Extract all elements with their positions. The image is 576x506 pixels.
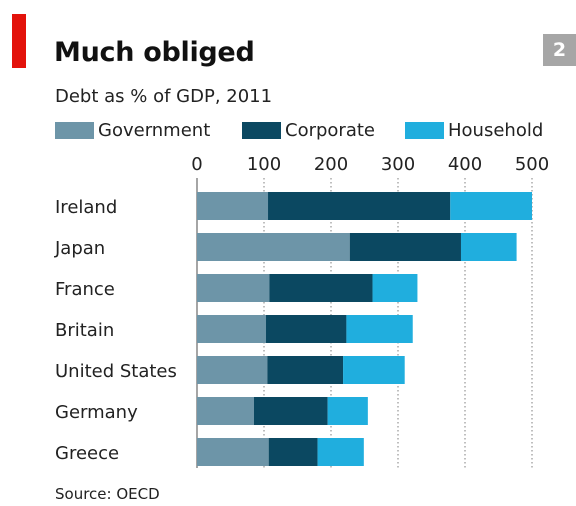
bar-government bbox=[197, 233, 350, 261]
x-tick-label: 100 bbox=[247, 154, 281, 175]
category-label: Greece bbox=[55, 443, 119, 464]
bar-government bbox=[197, 192, 269, 220]
x-tick-label: 0 bbox=[191, 154, 202, 175]
bar-household bbox=[460, 233, 517, 261]
source-note: Source: OECD bbox=[55, 485, 160, 503]
bar-household bbox=[450, 192, 532, 220]
bar-corporate bbox=[268, 192, 451, 220]
legend: Government Corporate Household bbox=[55, 117, 565, 143]
x-tick-label: 200 bbox=[314, 154, 348, 175]
legend-item-corporate: Corporate bbox=[242, 117, 375, 143]
legend-item-government: Government bbox=[55, 117, 210, 143]
bar-corporate bbox=[266, 315, 347, 343]
legend-label-corporate: Corporate bbox=[285, 119, 375, 141]
legend-swatch-government bbox=[55, 121, 94, 139]
legend-label-household: Household bbox=[448, 119, 544, 141]
bar-household bbox=[327, 397, 368, 425]
category-label: United States bbox=[55, 361, 177, 382]
bar-corporate bbox=[253, 397, 328, 425]
bar-corporate bbox=[349, 233, 461, 261]
x-tick-label: 500 bbox=[515, 154, 549, 175]
category-label: Britain bbox=[55, 320, 114, 341]
legend-item-household: Household bbox=[405, 117, 543, 143]
bar-household bbox=[372, 274, 418, 302]
bar-household bbox=[346, 315, 413, 343]
x-tick-label: 400 bbox=[448, 154, 482, 175]
bar-government bbox=[197, 356, 268, 384]
bar-household bbox=[317, 438, 364, 466]
chart-subtitle: Debt as % of GDP, 2011 bbox=[55, 86, 273, 107]
category-label: Germany bbox=[55, 402, 138, 423]
bar-government bbox=[197, 397, 254, 425]
bar-household bbox=[343, 356, 405, 384]
legend-label-government: Government bbox=[98, 119, 211, 141]
bar-corporate bbox=[268, 438, 318, 466]
legend-swatch-corporate bbox=[242, 121, 281, 139]
bar-corporate bbox=[269, 274, 373, 302]
red-accent-tag bbox=[12, 14, 26, 68]
x-tick-label: 300 bbox=[381, 154, 415, 175]
category-label: Ireland bbox=[55, 197, 117, 218]
bar-government bbox=[197, 315, 267, 343]
bar-corporate bbox=[267, 356, 344, 384]
bar-government bbox=[197, 438, 269, 466]
category-label: Japan bbox=[54, 238, 105, 259]
bar-government bbox=[197, 274, 270, 302]
legend-swatch-household bbox=[405, 121, 444, 139]
category-label: France bbox=[55, 279, 115, 300]
chart-number-badge: 2 bbox=[543, 34, 576, 66]
chart-title: Much obliged bbox=[54, 37, 255, 68]
